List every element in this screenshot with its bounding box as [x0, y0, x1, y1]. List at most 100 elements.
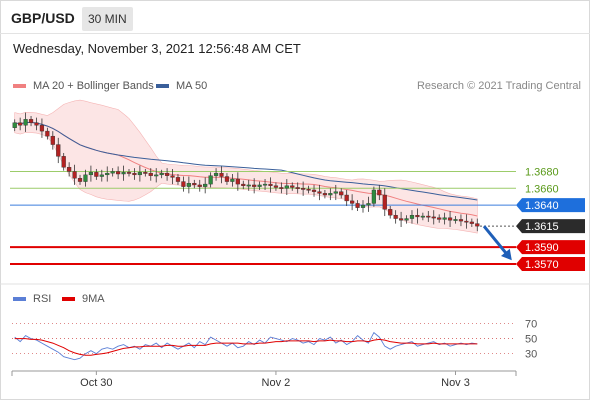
candle-body [137, 172, 142, 176]
x-tick-label: Nov 3 [441, 377, 470, 389]
candle-body [175, 177, 181, 182]
candle-body [317, 191, 322, 194]
candle-body [311, 189, 317, 192]
level-label-1.3680: 1.3680 [525, 166, 559, 178]
legend-9ma: 9MA [62, 293, 105, 305]
candle-body [415, 215, 420, 218]
candle-body [159, 172, 164, 176]
candle-body [350, 200, 355, 204]
candle-body [219, 172, 224, 177]
timeframe-badge[interactable]: 30 MIN [82, 7, 133, 31]
candle-body [388, 209, 393, 216]
candle-body [126, 172, 132, 174]
candle-body [420, 215, 425, 218]
candle-body [442, 217, 447, 220]
candle-body [170, 175, 175, 178]
projection-arrow-head [501, 248, 512, 261]
candle-body [301, 188, 306, 190]
candle-body [284, 185, 289, 189]
bollinger-band [14, 99, 478, 234]
ma9-label: 9MA [82, 293, 105, 305]
level-label-1.3660: 1.3660 [525, 183, 559, 195]
candle-body [67, 167, 72, 172]
candle-body [344, 194, 349, 202]
candle-body [61, 156, 66, 168]
candle-body [203, 183, 208, 187]
candle-body [458, 219, 464, 222]
candle-body [230, 178, 235, 182]
candle-body [333, 191, 338, 194]
candle-body [94, 172, 99, 177]
candle-body [197, 184, 202, 187]
symbol-title: GBP/USD [11, 10, 75, 26]
research-credit: Research © 2021 Trading Central [416, 80, 581, 92]
ma9-swatch [62, 297, 75, 301]
candle-body [148, 172, 153, 176]
candle-body [355, 203, 360, 208]
candle-body [45, 130, 50, 137]
rsi-tick-50: 50 [525, 334, 537, 346]
candle-body [192, 183, 197, 186]
level-label-1.3570: 1.3570 [525, 259, 559, 271]
candle-body [39, 125, 45, 132]
candle-body [18, 122, 23, 126]
level-label-1.3640: 1.3640 [525, 200, 559, 212]
candle-body [208, 175, 213, 185]
candle-body [426, 215, 431, 218]
ma20-swatch [13, 84, 26, 88]
level-label-1.3615: 1.3615 [525, 221, 559, 233]
candle-body [360, 204, 366, 208]
candle-body [121, 172, 126, 175]
candle-body [328, 193, 333, 196]
candle-body [306, 188, 311, 191]
candle-body [154, 174, 159, 177]
rsi-label: RSI [33, 293, 52, 305]
legend-ma20: MA 20 + Bollinger Bands [13, 80, 154, 92]
ma50-label: MA 50 [176, 80, 208, 92]
level-tag-1.3615 [516, 219, 585, 234]
candle-body [88, 172, 94, 176]
candle-body [241, 183, 246, 186]
candle-body [132, 172, 137, 176]
rsi-swatch [13, 297, 26, 301]
candle-body [475, 223, 480, 227]
candle-body [28, 119, 34, 123]
rsi-ma9-line [14, 338, 478, 356]
candle-body [437, 217, 442, 220]
level-label-1.3590: 1.3590 [525, 242, 559, 254]
level-tag-1.3570 [516, 256, 585, 271]
candle-body [273, 185, 279, 188]
candle-body [398, 218, 404, 221]
candle-body [83, 174, 88, 182]
candle-body [99, 174, 104, 177]
candle-body [268, 183, 273, 186]
ma20-label: MA 20 + Bollinger Bands [33, 80, 154, 92]
candle-body [382, 194, 387, 210]
candle-body [464, 220, 469, 223]
candle-body [164, 172, 170, 176]
candle-body [279, 187, 284, 189]
projection-arrow-shaft [482, 225, 510, 257]
legend-ma50: MA 50 [156, 80, 207, 92]
candle-body [235, 178, 240, 185]
legend-rsi: RSI [13, 293, 51, 305]
candle-body [366, 203, 371, 206]
candle-body [110, 171, 115, 174]
candle-body [186, 183, 191, 187]
rsi-tick-30: 30 [525, 349, 537, 361]
candle-body [377, 189, 382, 196]
rsi-tick-70: 70 [525, 319, 537, 331]
candle-body [262, 183, 268, 186]
x-tick-label: Nov 2 [262, 377, 291, 389]
candle-body [56, 144, 61, 157]
candle-body [34, 122, 39, 126]
candle-body [77, 178, 83, 182]
timestamp: Wednesday, November 3, 2021 12:56:48 AM … [13, 41, 301, 56]
level-tag-1.3590 [516, 240, 585, 255]
level-tag-1.3640 [516, 198, 585, 213]
x-tick-label: Oct 30 [80, 377, 112, 389]
candle-body [409, 215, 415, 219]
candle-body [404, 218, 409, 221]
candle-body [290, 185, 295, 188]
